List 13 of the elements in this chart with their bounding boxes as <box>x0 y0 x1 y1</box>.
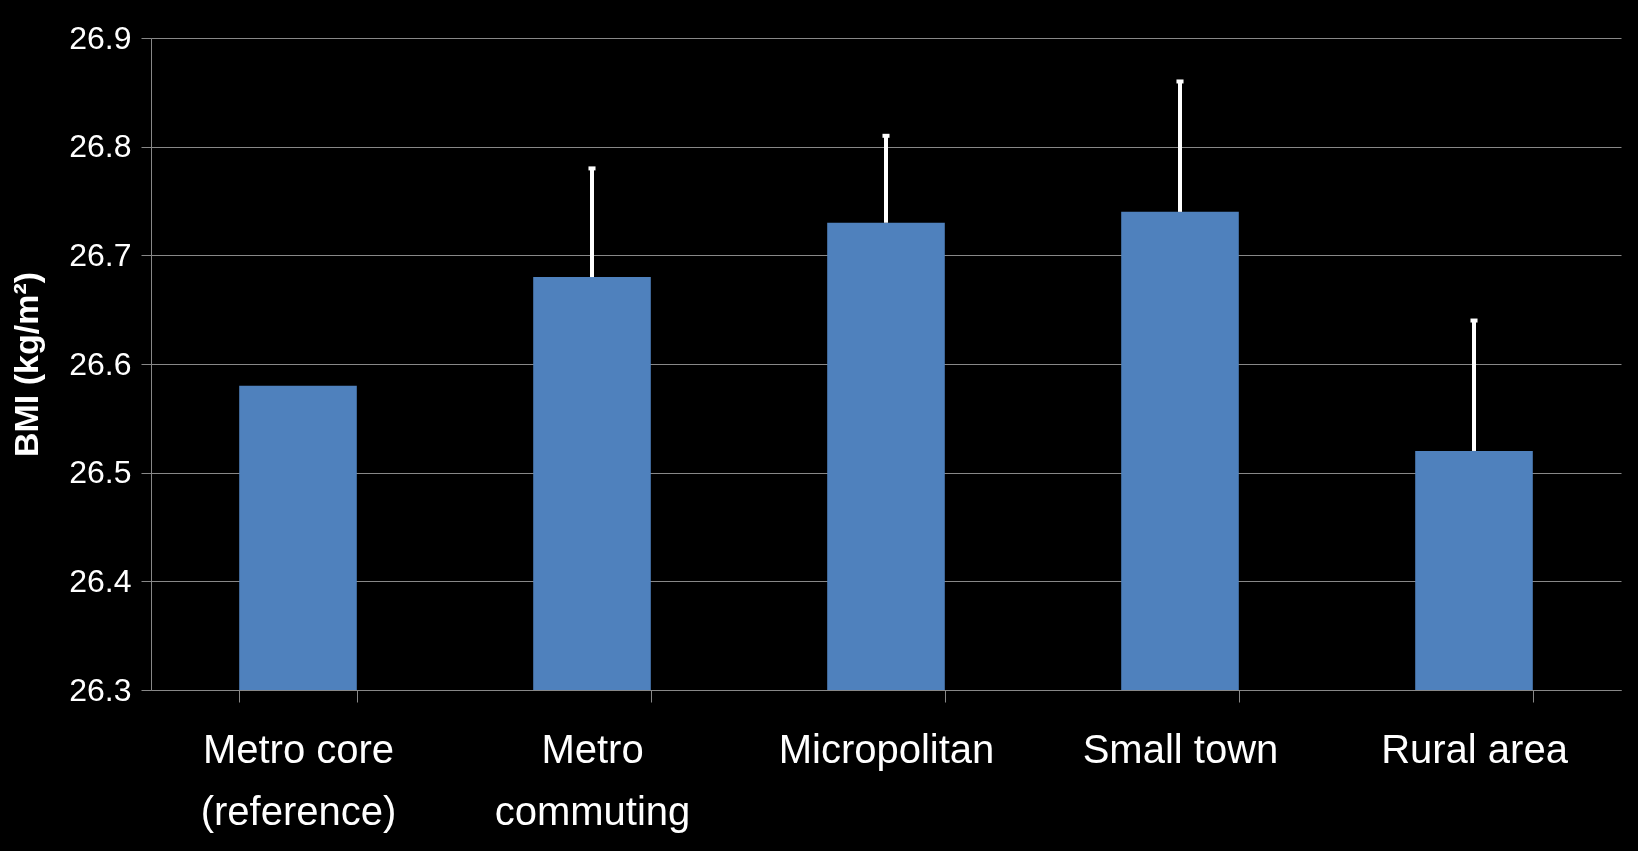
x-tick-label: Metro commuting <box>494 726 691 833</box>
x-tick-label: Small town <box>1082 726 1279 771</box>
y-tick-label: 26.8 <box>69 128 132 165</box>
y-tick-label: 26.6 <box>69 345 132 382</box>
y-axis-title: BMI (kg/m²) <box>7 271 46 458</box>
y-tick-label: 26.3 <box>69 671 132 708</box>
y-tick-label: 26.4 <box>69 562 132 599</box>
x-tick-label: Micropolitan <box>778 726 995 771</box>
x-tick-label: Metro core (reference) <box>200 726 397 833</box>
x-tick-label: Rural area <box>1381 726 1569 771</box>
y-tick-label: 26.7 <box>69 236 132 273</box>
y-tick-label: 26.5 <box>69 454 132 491</box>
y-tick-label: 26.9 <box>69 19 132 56</box>
